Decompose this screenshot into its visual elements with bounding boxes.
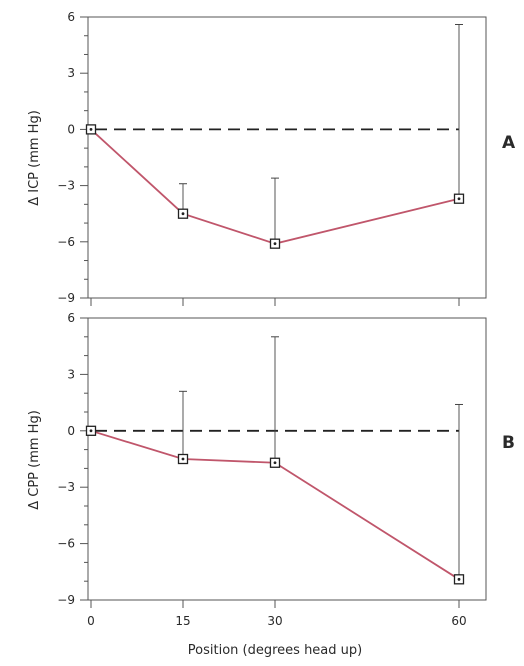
panel-a-y-tick-label: 0 [67, 122, 75, 136]
panel-a-y-tick-label: 6 [67, 10, 75, 24]
panel-b-y-tick-label: 3 [67, 367, 75, 381]
panel-b-y-tick-label: −9 [57, 593, 75, 607]
panel-a-frame [87, 16, 487, 299]
x-tick-label: 30 [267, 614, 282, 628]
panel-b-data-point-dot [181, 457, 185, 461]
panel-b-frame [87, 317, 487, 601]
panel-a-y-tick-label: 3 [67, 66, 75, 80]
panel-a-data-point-dot [457, 197, 461, 201]
panel-a-data-point-dot [273, 242, 277, 246]
panel-a-series-line [90, 128, 460, 245]
x-tick-label: 0 [87, 614, 95, 628]
panel-b-y-tick-label: 6 [67, 311, 75, 325]
panel-b-data-point-dot [273, 461, 277, 465]
panel-b-y-tick-label: 0 [67, 424, 75, 438]
panel-b-series-line [90, 429, 460, 581]
panel-a-y-tick-label: −6 [57, 235, 75, 249]
panel-b-y-tick-label: −6 [57, 537, 75, 551]
panel-b-y-axis-title: Δ CPP (mm Hg) [27, 410, 42, 510]
panel-b: Δ CPP (mm Hg) B Position (degrees head u… [27, 311, 515, 658]
panel-b-data-point-dot [457, 577, 461, 581]
panel-a-y-axis-title: Δ ICP (mm Hg) [27, 110, 42, 206]
x-tick-label: 60 [451, 614, 466, 628]
panel-a-y-tick-label: −9 [57, 291, 75, 305]
panel-b-y-tick-label: −3 [57, 480, 75, 494]
panel-a-data-point-dot [89, 127, 93, 131]
panel-b-label: B [502, 433, 515, 453]
panel-b-data-point-dot [89, 429, 93, 433]
x-tick-label: 15 [175, 614, 190, 628]
panel-a-y-tick-label: −3 [57, 179, 75, 193]
panel-a-label: A [502, 133, 516, 153]
x-axis-title: Position (degrees head up) [188, 643, 362, 658]
panel-a-data-point-dot [181, 212, 185, 216]
panel-a: Δ ICP (mm Hg) A 6 3 0 −3 −6 −9 [27, 10, 516, 306]
